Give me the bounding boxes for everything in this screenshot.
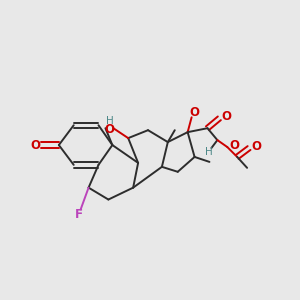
Text: O: O [221,110,231,123]
Text: O: O [30,139,40,152]
Text: O: O [104,123,114,136]
Text: H: H [106,116,113,126]
Text: O: O [190,106,200,119]
Text: O: O [229,139,239,152]
Text: O: O [251,140,261,152]
Text: H: H [205,147,212,157]
Text: F: F [75,208,83,221]
